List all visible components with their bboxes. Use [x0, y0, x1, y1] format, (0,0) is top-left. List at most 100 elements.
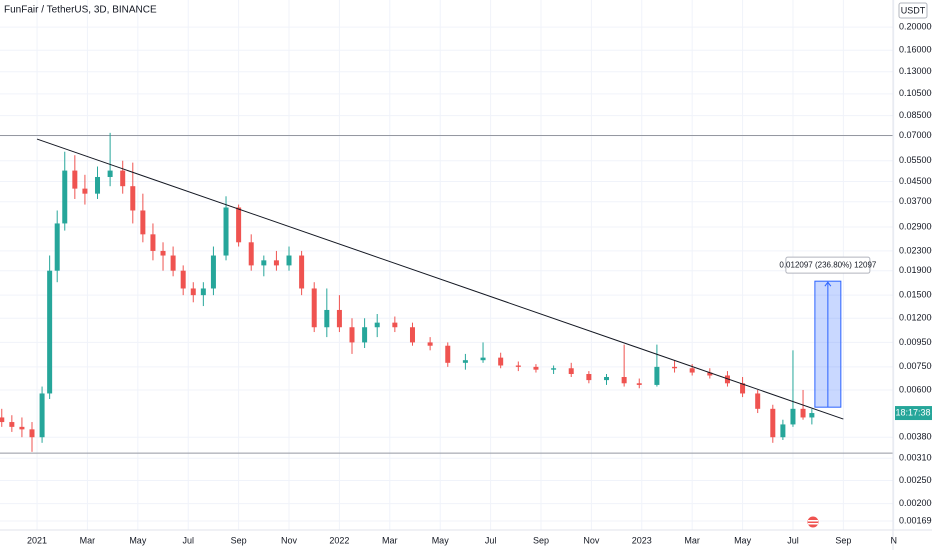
candle-body — [62, 170, 68, 224]
x-tick-label: Sep — [533, 535, 549, 545]
candle-body — [689, 368, 695, 373]
price-label: 18:17:38 — [895, 407, 930, 417]
candle-body — [621, 377, 627, 384]
x-tick-label: Jul — [787, 535, 799, 545]
candle-body — [480, 357, 486, 361]
x-tick-label: 2023 — [632, 535, 652, 545]
x-tick-label: Sep — [835, 535, 851, 545]
candle-body — [248, 242, 254, 266]
candle-body — [362, 327, 368, 343]
candle-body — [533, 366, 539, 370]
candle-body — [515, 365, 521, 367]
candle-body — [29, 429, 35, 438]
candle-body — [0, 417, 5, 423]
candle-body — [790, 408, 796, 425]
x-tick-label: May — [734, 535, 752, 545]
candle-body — [780, 424, 786, 438]
x-tick-label: Mar — [684, 535, 700, 545]
x-tick-label: Mar — [382, 535, 398, 545]
candle-body — [286, 255, 292, 266]
candle-body — [740, 383, 746, 394]
measure-label: 0.012097 (236.80%) 12097 — [779, 260, 877, 269]
x-tick-label: Jul — [182, 535, 194, 545]
candle-body — [462, 360, 468, 363]
candle-body — [324, 309, 330, 328]
candle-body — [9, 422, 15, 427]
x-tick-label: Nov — [583, 535, 600, 545]
currency[interactable]: USDT — [901, 5, 926, 15]
candle-body — [54, 223, 60, 271]
candle-body — [210, 255, 216, 289]
candle-body — [672, 366, 678, 369]
candle-body — [82, 188, 88, 194]
candle-body — [800, 408, 806, 418]
y-tick-label: 0.001690 — [899, 515, 932, 525]
candle-body — [427, 342, 433, 346]
x-tick-label: May — [129, 535, 147, 545]
candle-body — [47, 270, 53, 394]
candle-body — [349, 327, 355, 343]
candle-body — [107, 170, 113, 177]
candle-body — [604, 377, 610, 381]
candle-body — [19, 426, 25, 430]
candle-body — [311, 288, 317, 328]
candle-body — [724, 375, 730, 384]
candle-body — [498, 357, 504, 366]
measure-label-box — [785, 256, 871, 274]
candle-body — [299, 255, 305, 289]
candle-body — [150, 234, 156, 251]
candle-body — [130, 186, 136, 211]
x-tick-label: May — [432, 535, 450, 545]
x-tick-label: Nov — [281, 535, 298, 545]
x-tick-label: N — [891, 535, 898, 545]
candle-body — [120, 170, 126, 187]
candle-body — [200, 288, 206, 296]
x-tick-label: Jul — [485, 535, 497, 545]
candle-body — [636, 383, 642, 385]
candle-body — [140, 210, 146, 235]
candle-body — [707, 372, 713, 376]
measure-arrow-head — [824, 281, 832, 287]
candle-body — [568, 368, 574, 375]
price-label-box — [895, 406, 932, 421]
candle-body — [445, 345, 451, 363]
candle-body — [39, 393, 45, 438]
x-tick-label: 2021 — [27, 535, 47, 545]
candle-body — [409, 327, 415, 343]
plot-area: 0.012097 (236.80%) 12097 — [0, 132, 893, 454]
candle-body — [809, 413, 815, 418]
candle-body — [261, 260, 267, 266]
candle-body — [755, 393, 761, 409]
candle-body — [236, 207, 242, 243]
currency-box[interactable] — [898, 2, 928, 19]
candle-body — [72, 170, 78, 189]
candle-body — [654, 366, 660, 385]
trend-line — [36, 138, 844, 420]
x-tick-label: Sep — [231, 535, 247, 545]
candle-body — [551, 368, 557, 370]
candle-body — [95, 176, 101, 194]
candle-body — [223, 207, 229, 256]
